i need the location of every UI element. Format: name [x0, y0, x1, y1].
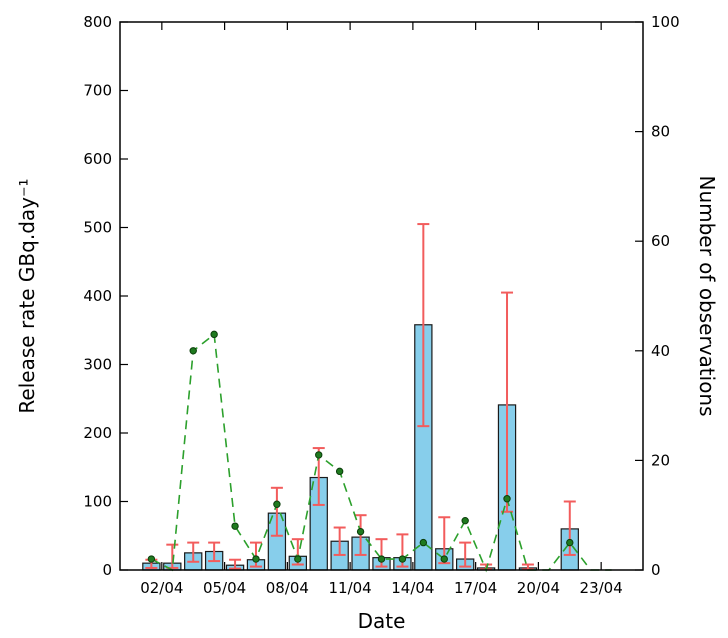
x-tick-label: 14/04 — [391, 579, 434, 597]
y-tick-label: 200 — [83, 424, 112, 442]
y-tick-label: 800 — [83, 13, 112, 31]
y2-tick-label: 0 — [651, 561, 661, 579]
observation-point — [210, 330, 218, 339]
observation-point — [147, 555, 156, 563]
y-tick-label: 500 — [83, 219, 112, 237]
observation-point — [189, 347, 197, 355]
y-tick-label: 400 — [83, 287, 112, 305]
x-tick-label: 02/04 — [140, 579, 183, 597]
x-tick-label: 20/04 — [517, 579, 560, 597]
observation-point — [273, 500, 281, 508]
x-axis-label: Date — [358, 609, 406, 633]
y2-tick-label: 20 — [651, 451, 670, 469]
x-tick-label: 05/04 — [203, 579, 246, 597]
error-bars-layer — [145, 223, 576, 571]
observation-point — [294, 555, 302, 563]
y-tick-label: 300 — [83, 356, 112, 374]
observation-point — [461, 516, 469, 525]
observation-point — [419, 538, 428, 547]
observation-point — [356, 527, 365, 536]
observation-point — [503, 495, 511, 503]
x-tick-label: 08/04 — [266, 579, 309, 597]
y2-tick-label: 40 — [651, 342, 670, 360]
observation-point — [315, 451, 323, 459]
observations-line — [151, 332, 612, 573]
y2-tick-label: 100 — [651, 13, 680, 31]
y-tick-label: 600 — [83, 150, 112, 168]
observation-point — [440, 555, 448, 563]
observation-point — [566, 538, 574, 547]
y2-axis-label: Number of observations — [695, 175, 719, 416]
y-tick-label: 100 — [83, 493, 112, 511]
y2-tick-label: 80 — [651, 123, 670, 141]
observation-point — [231, 522, 239, 530]
observation-point — [398, 555, 407, 563]
ticks-layer: 0 100 200 300 400 500 600 700 800 0 20 40 60 80 100 02/… — [83, 13, 679, 597]
observation-point — [377, 555, 386, 563]
plot-frame — [119, 21, 644, 571]
y2-tick-label: 60 — [651, 232, 670, 250]
x-tick-label: 23/04 — [580, 579, 623, 597]
observation-point — [252, 555, 260, 563]
y-tick-label: 700 — [83, 82, 112, 100]
x-tick-label: 17/04 — [454, 579, 497, 597]
observations-layer — [147, 330, 612, 573]
x-tick-label: 11/04 — [329, 579, 372, 597]
observation-point — [335, 467, 344, 476]
y-axis-label: Release rate GBq.day⁻¹ — [15, 178, 39, 413]
y-tick-label: 0 — [102, 561, 112, 579]
